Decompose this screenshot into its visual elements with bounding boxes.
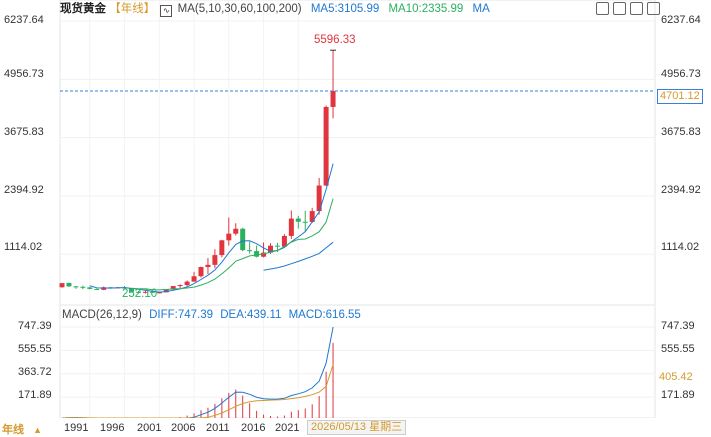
macd-value: MACD:616.55 <box>288 309 361 321</box>
ma10-value: MA10:2335.99 <box>388 3 464 15</box>
dea-line <box>61 364 334 419</box>
diff-line <box>61 326 334 419</box>
ma5-value: MA5:3105.99 <box>310 3 380 15</box>
candle-body-2005 <box>184 281 190 286</box>
year-label-2016: 2016 <box>241 422 266 434</box>
candle-body-2017 <box>268 245 273 253</box>
candle-body-2008 <box>205 264 211 268</box>
candle-body-2021 <box>295 218 301 222</box>
candle-body-2004 <box>177 285 183 287</box>
macd-axis-right-tick-4: 171.89 <box>661 389 695 401</box>
candle-body-2002 <box>163 289 169 293</box>
price-axis-right-tick-2: 4956.73 <box>661 68 701 80</box>
macd-axis-left-tick-4: 171.89 <box>18 389 52 401</box>
candle-body-2000 <box>149 291 155 293</box>
candle-body-2009 <box>212 255 218 265</box>
candle-body-1991 <box>87 287 93 289</box>
candle-body-1998 <box>135 291 141 293</box>
candle-body-2024 <box>316 185 322 212</box>
ma10-line <box>131 198 334 291</box>
candle-body-2015 <box>254 251 260 257</box>
candle-body-2003 <box>170 286 176 290</box>
instrument-name: 现货黄金 <box>60 3 106 15</box>
candle-body-2025 <box>323 106 329 186</box>
candle-body-2006 <box>191 276 197 282</box>
price-axis-left-tick-3: 3675.83 <box>4 126 44 138</box>
year-label-1996: 1996 <box>100 422 125 434</box>
price-pane-frame <box>59 0 656 306</box>
caret-up-icon: ▲ <box>33 425 42 435</box>
macd-axis-left-tick-2: 555.55 <box>18 343 52 355</box>
candle-body-1987 <box>59 283 65 288</box>
macd-label: MACD(26,12,9) <box>62 309 142 321</box>
year-label-2011: 2011 <box>206 422 230 434</box>
ma-settings-icon[interactable]: ∿ <box>160 5 173 17</box>
price-axis-right-tick-4: 2394.92 <box>661 184 701 196</box>
candle-body-1990 <box>80 286 86 288</box>
candle-body-1989 <box>73 286 79 288</box>
candle-body-2014 <box>247 250 253 252</box>
period-selector[interactable]: 年线 ▲ <box>2 421 42 437</box>
candle-body-2007 <box>198 267 204 277</box>
candle-body-2010 <box>219 240 225 256</box>
price-axis-left-tick-2: 4956.73 <box>4 68 44 80</box>
macd-axis-left-tick-1: 747.39 <box>18 320 52 332</box>
grid-icon[interactable] <box>596 2 609 15</box>
candle-body-2013 <box>240 228 246 251</box>
macd-axis-left-tick-3: 363.72 <box>18 366 52 378</box>
candle-body-1992 <box>94 288 100 290</box>
period-selector-label: 年线 <box>2 424 24 436</box>
price-axis-left-tick-1: 6237.64 <box>4 14 44 26</box>
low-annotation: 252.10 <box>122 288 158 300</box>
dea-value: DEA:439.11 <box>220 309 282 321</box>
year-label-1991: 1991 <box>64 422 89 434</box>
diff-value: DIFF:747.39 <box>149 309 214 321</box>
candle-body-2019 <box>281 235 287 247</box>
candle-body-2012 <box>233 228 239 234</box>
ma-more-value: MA <box>472 3 490 15</box>
candle-body-2022 <box>302 221 308 223</box>
ma30-line <box>263 241 334 271</box>
candle-body-1999 <box>142 291 148 293</box>
candle-body-2023 <box>309 211 315 222</box>
macd-current-tag: 405.42 <box>657 371 695 384</box>
cursor-date: 2026/05/13 星期三 <box>307 420 407 435</box>
year-label-2021: 2021 <box>275 422 300 434</box>
candle-body-2011 <box>226 233 232 241</box>
price-axis-right-tick-1: 6237.64 <box>661 14 701 26</box>
last-price-tag: 4701.12 <box>657 89 703 104</box>
candle-body-2016 <box>261 252 267 257</box>
ma5-line <box>89 163 334 293</box>
price-axis-left-tick-4: 2394.92 <box>4 184 44 196</box>
layout-icon[interactable] <box>630 2 643 15</box>
price-axis-right-tick-5: 1114.02 <box>661 241 700 253</box>
year-label-2006: 2006 <box>171 422 196 434</box>
fullscreen-icon[interactable] <box>647 2 660 15</box>
candle-body-1997 <box>129 288 134 292</box>
price-axis-right-tick-3: 3675.83 <box>661 126 701 138</box>
candle-body-1993 <box>101 287 107 290</box>
candle-body-2020 <box>288 218 294 236</box>
crosshair-icon[interactable] <box>613 2 626 15</box>
price-axis-left-tick-5: 1114.02 <box>4 241 43 253</box>
ma-label: MA(5,10,30,60,100,200) <box>177 3 302 15</box>
period-label[interactable]: 【年线】 <box>109 3 156 15</box>
candle-body-2001 <box>156 292 162 294</box>
chart-header: 现货黄金 【年线】 ∿ MA(5,10,30,60,100,200) MA5:3… <box>60 0 490 18</box>
candle-body-2026 <box>330 90 336 107</box>
year-label-2001: 2001 <box>137 422 162 434</box>
macd-header: MACD(26,12,9) DIFF:747.39 DEA:439.11 MAC… <box>62 306 361 324</box>
macd-axis-right-tick-2: 555.55 <box>661 343 695 355</box>
high-annotation: 5596.33 <box>314 34 356 46</box>
time-axis-bar: 年线 ▲ 1991 1996 2001 2006 2011 2016 2021 … <box>0 418 711 437</box>
candle-body-1988 <box>66 282 72 287</box>
macd-axis-right-tick-1: 747.39 <box>661 320 695 332</box>
candle-body-2018 <box>274 245 280 247</box>
